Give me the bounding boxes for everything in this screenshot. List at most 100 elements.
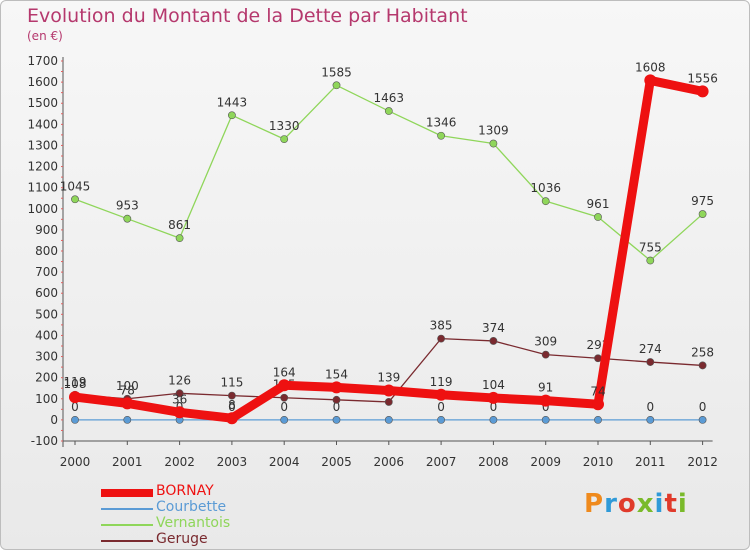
data-point-vernantois [384, 107, 393, 115]
data-point-courbette [698, 415, 707, 424]
data-label-vernantois: 1463 [374, 91, 405, 105]
data-point-bornay [225, 412, 238, 425]
data-label-bornay: 91 [538, 381, 553, 395]
logo-letter: r [604, 489, 618, 519]
data-point-vernantois [489, 139, 498, 148]
data-label-geruge: 258 [691, 345, 714, 359]
data-point-bornay [173, 406, 186, 419]
x-tick-label: 2007 [426, 455, 457, 469]
data-label-bornay: 8 [228, 398, 236, 412]
y-tick-label: 500 [35, 307, 58, 321]
data-point-vernantois [646, 256, 655, 265]
data-label-vernantois: 975 [691, 194, 714, 208]
data-point-geruge [489, 337, 498, 345]
y-tick-label: 1500 [27, 96, 58, 110]
y-tick-label: 400 [35, 328, 58, 342]
data-point-bornay [592, 398, 604, 411]
y-tick-label: 1100 [27, 181, 58, 195]
logo-letter: t [664, 489, 678, 519]
y-tick-label: 900 [35, 223, 58, 237]
x-tick-label: 2000 [60, 455, 91, 469]
series-line-bornay [70, 75, 708, 423]
data-label-vernantois: 1036 [530, 181, 561, 195]
data-point-vernantois [123, 214, 132, 223]
data-label-bornay: 108 [64, 377, 87, 391]
data-label-vernantois: 1585 [321, 65, 352, 79]
data-label-vernantois: 1330 [269, 119, 300, 133]
x-tick-label: 2009 [530, 455, 561, 469]
y-tick-label: -100 [31, 434, 58, 448]
data-point-bornay [330, 381, 343, 394]
y-tick-label: 1200 [27, 160, 58, 174]
data-label-geruge: 126 [168, 373, 191, 387]
data-point-bornay [435, 388, 448, 401]
logo-letter: P [584, 489, 605, 519]
x-tick-label: 2004 [269, 455, 300, 469]
data-label-bornay: 104 [482, 378, 505, 392]
data-point-bornay [644, 74, 657, 87]
logo-letter: i [677, 489, 688, 519]
data-label-bornay: 139 [377, 371, 400, 385]
y-tick-label: 300 [35, 350, 58, 364]
data-label-courbette: 0 [228, 400, 236, 414]
data-point-vernantois [698, 210, 707, 218]
data-label-vernantois: 1346 [426, 116, 457, 130]
data-point-vernantois [280, 135, 289, 144]
data-point-bornay [69, 391, 81, 404]
legend-swatch [101, 540, 153, 542]
data-point-geruge [384, 398, 393, 406]
x-tick-label: 2001 [112, 455, 143, 469]
data-point-courbette [541, 415, 550, 424]
data-label-vernantois: 961 [587, 197, 610, 211]
data-point-vernantois [437, 131, 445, 140]
legend-label: Geruge [156, 531, 208, 547]
data-point-geruge [227, 391, 236, 400]
y-tick-label: 0 [50, 413, 58, 427]
data-point-geruge [437, 334, 445, 343]
data-label-geruge: 115 [220, 376, 243, 390]
data-label-bornay: 74 [590, 384, 605, 398]
data-label-courbette: 0 [699, 400, 707, 414]
data-point-bornay [278, 379, 291, 392]
data-label-courbette: 0 [71, 400, 79, 414]
legend-swatch [101, 524, 153, 526]
y-tick-label: 1300 [27, 138, 58, 152]
legend-label: BORNAY [156, 483, 214, 499]
x-tick-label: 2006 [374, 455, 405, 469]
y-tick-label: 1700 [27, 54, 58, 68]
x-tick-label: 2008 [478, 455, 509, 469]
data-point-vernantois [541, 197, 550, 206]
data-label-geruge: 385 [430, 319, 453, 333]
data-label-courbette: 0 [542, 400, 550, 414]
data-label-geruge: 309 [534, 335, 557, 349]
data-label-vernantois: 1045 [60, 179, 91, 193]
data-label-vernantois: 1309 [478, 124, 509, 138]
legend-label: Courbette [156, 499, 227, 515]
data-point-vernantois [594, 213, 602, 221]
logo-letter: i [654, 489, 665, 519]
x-tick-label: 2012 [687, 455, 718, 469]
data-point-courbette [489, 415, 498, 424]
data-point-bornay [382, 384, 395, 397]
x-tick-label: 2010 [583, 455, 614, 469]
y-tick-label: 1000 [27, 202, 58, 216]
data-point-courbette [71, 415, 79, 424]
data-label-bornay: 119 [430, 375, 453, 389]
chart-title: Evolution du Montant de la Dette par Hab… [27, 5, 468, 27]
data-label-bornay: 164 [273, 365, 296, 379]
data-label-bornay: 1608 [635, 60, 666, 74]
data-label-bornay: 36 [172, 392, 187, 406]
data-label-courbette: 0 [490, 400, 498, 414]
data-label-geruge: 119 [64, 375, 87, 389]
data-point-bornay [121, 397, 134, 410]
data-point-geruge [698, 361, 707, 370]
data-point-bornay [696, 85, 709, 98]
data-label-vernantois: 755 [639, 241, 662, 255]
data-point-geruge [646, 358, 655, 366]
data-point-vernantois [332, 81, 341, 90]
data-label-courbette: 0 [646, 400, 654, 414]
y-tick-label: 1400 [27, 117, 58, 131]
data-point-courbette [384, 415, 393, 424]
